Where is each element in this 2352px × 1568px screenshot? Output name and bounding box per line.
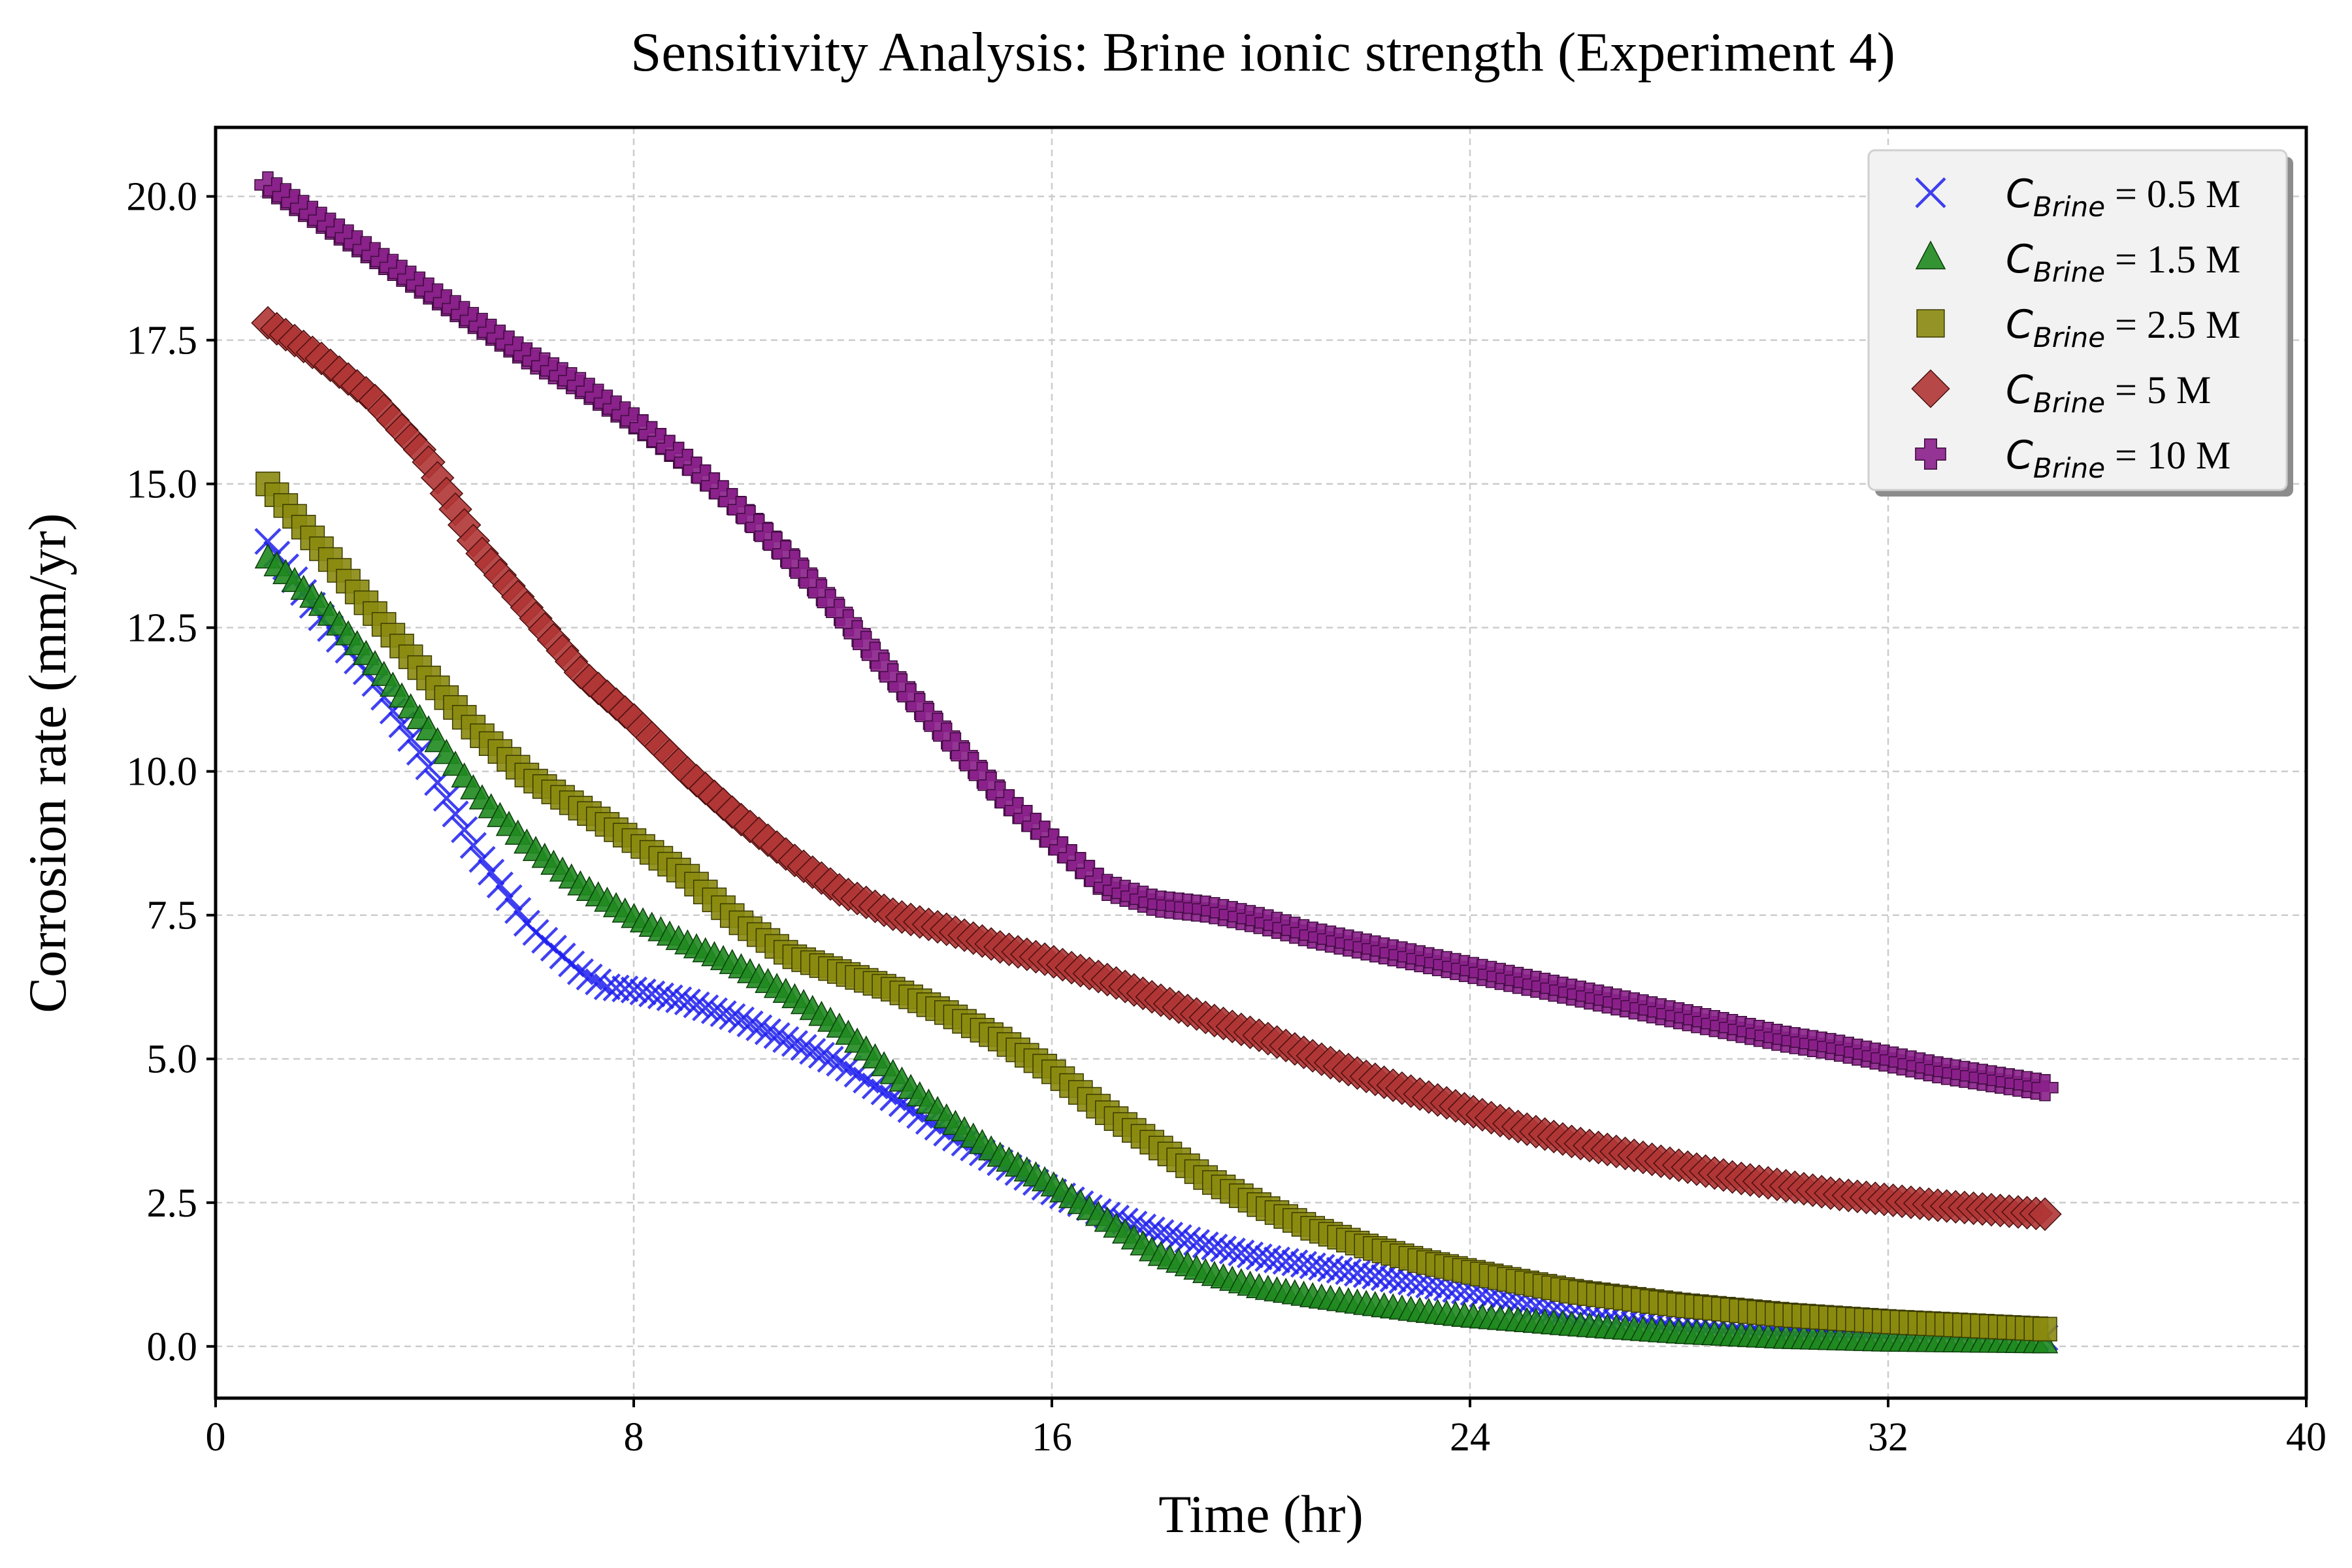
- data-point: [638, 980, 666, 1007]
- data-point: [566, 958, 594, 985]
- y-tick-label: 10.0: [127, 750, 198, 794]
- data-point: [468, 845, 496, 874]
- data-point: [727, 1006, 755, 1034]
- x-tick-label: 16: [1032, 1415, 1072, 1460]
- data-point: [1218, 1237, 1246, 1265]
- legend-marker: [1915, 177, 1946, 208]
- data-point: [620, 976, 647, 1004]
- x-tick-label: 32: [1868, 1415, 1908, 1460]
- data-point: [817, 1045, 844, 1073]
- data-point: [459, 832, 487, 859]
- series-5: [254, 171, 2059, 1102]
- data-point: [674, 988, 702, 1016]
- data-point: [1228, 1239, 1255, 1267]
- data-point: [647, 982, 675, 1009]
- data-point: [1236, 1241, 1264, 1269]
- data-point: [2028, 1197, 2062, 1232]
- y-axis-label: Corrosion rate (mm/yr): [18, 513, 77, 1013]
- legend-label: CBrine = 1.5 M: [2006, 237, 2240, 288]
- data-point: [504, 897, 532, 924]
- data-point: [736, 1010, 764, 1037]
- y-tick-label: 12.5: [127, 606, 198, 651]
- data-point: [406, 738, 433, 766]
- data-point: [254, 528, 282, 555]
- plot-frame: [214, 125, 2308, 1400]
- data-point: [486, 871, 514, 899]
- y-tick-label: 15.0: [127, 463, 198, 507]
- data-point: [1192, 1231, 1219, 1259]
- data-point: [781, 1030, 809, 1057]
- data-point: [478, 858, 505, 886]
- data-point: [585, 968, 612, 996]
- data-point: [808, 1041, 836, 1069]
- data-point: [1183, 1229, 1211, 1256]
- data-point: [576, 963, 603, 990]
- data-point: [451, 816, 478, 843]
- data-point: [1201, 1233, 1228, 1261]
- y-tick-label: 7.5: [147, 894, 198, 938]
- data-point: [745, 1014, 773, 1041]
- data-point: [763, 1022, 791, 1049]
- axis-ticks: 0 8 16 24 32 40 0.0 2.5 5.0 7.5 10.0 12.5 15.0 17.5 20…: [127, 175, 2327, 1460]
- data-point: [665, 986, 693, 1013]
- legend-label: CBrine = 10 M: [2006, 433, 2230, 484]
- data-point: [656, 984, 683, 1011]
- data-point: [826, 1049, 853, 1077]
- y-tick-label: 20.0: [127, 175, 198, 220]
- data-point: [692, 994, 719, 1022]
- y-tick-label: 0.0: [147, 1325, 198, 1369]
- series-2: [254, 543, 2059, 1354]
- legend-marker: [1916, 309, 1945, 338]
- data-point: [433, 785, 460, 812]
- data-point: [719, 1003, 746, 1030]
- data-point: [495, 884, 523, 911]
- data-point: [683, 991, 710, 1019]
- legend-marker: [1915, 240, 1946, 270]
- data-point: [754, 1018, 782, 1045]
- y-tick-label: 17.5: [127, 319, 198, 363]
- data-point: [2033, 1316, 2057, 1342]
- legend-marker: [1915, 438, 1946, 470]
- y-tick-label: 5.0: [147, 1037, 198, 1082]
- data-point: [1209, 1235, 1237, 1263]
- chart-title: Sensitivity Analysis: Brine ionic streng…: [630, 22, 1895, 83]
- legend-label: CBrine = 2.5 M: [2006, 302, 2240, 353]
- series-4: [251, 306, 2062, 1232]
- x-tick-label: 40: [2286, 1415, 2327, 1460]
- legend: CBrine = 0.5 M CBrine = 1.5 M CBrine = 2.5…: [1867, 149, 2293, 497]
- data-point: [629, 978, 657, 1005]
- data-point: [772, 1026, 800, 1053]
- y-tick-label: 2.5: [147, 1181, 198, 1226]
- data-point: [442, 800, 469, 828]
- x-tick-label: 24: [1450, 1415, 1490, 1460]
- legend-label: CBrine = 5 M: [2006, 367, 2211, 419]
- data-series: [251, 171, 2062, 1354]
- x-axis-label: Time (hr): [1158, 1484, 1364, 1544]
- data-point: [700, 997, 728, 1024]
- legend-box: [1867, 149, 2288, 491]
- legend-label: CBrine = 0.5 M: [2006, 171, 2240, 223]
- x-tick-label: 0: [206, 1415, 226, 1460]
- data-point: [2031, 1074, 2059, 1102]
- data-point: [1174, 1226, 1201, 1254]
- legend-marker: [1911, 369, 1950, 408]
- data-point: [710, 1000, 737, 1028]
- data-point: [790, 1034, 817, 1061]
- x-tick-label: 8: [624, 1415, 644, 1460]
- data-point: [799, 1037, 826, 1065]
- series-3: [255, 471, 2057, 1342]
- data-point: [397, 725, 425, 752]
